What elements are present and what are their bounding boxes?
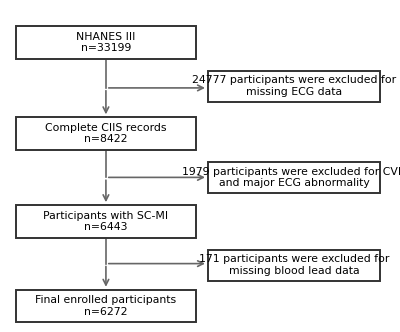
Text: Final enrolled participants
n=6272: Final enrolled participants n=6272 (35, 295, 176, 317)
FancyBboxPatch shape (16, 205, 196, 238)
FancyBboxPatch shape (208, 71, 380, 102)
FancyBboxPatch shape (16, 26, 196, 59)
Text: 171 participants were excluded for
missing blood lead data: 171 participants were excluded for missi… (199, 254, 389, 276)
FancyBboxPatch shape (208, 162, 380, 193)
FancyBboxPatch shape (208, 250, 380, 281)
Text: 1979 participants were excluded for CVD
and major ECG abnormality: 1979 participants were excluded for CVD … (182, 167, 400, 188)
Text: 24777 participants were excluded for
missing ECG data: 24777 participants were excluded for mis… (192, 75, 396, 97)
FancyBboxPatch shape (16, 290, 196, 322)
Text: NHANES III
n=33199: NHANES III n=33199 (76, 32, 136, 53)
Text: Participants with SC-MI
n=6443: Participants with SC-MI n=6443 (43, 210, 168, 232)
Text: Complete CIIS records
n=8422: Complete CIIS records n=8422 (45, 123, 167, 144)
FancyBboxPatch shape (16, 117, 196, 150)
